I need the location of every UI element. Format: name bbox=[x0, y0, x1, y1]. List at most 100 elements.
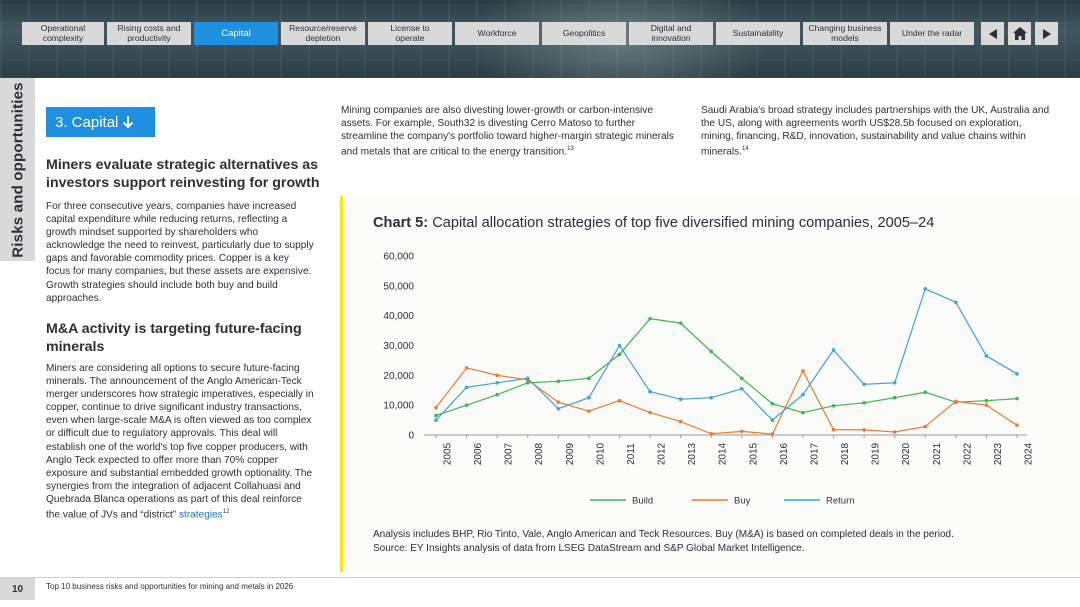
footnote-12: 12 bbox=[222, 509, 230, 516]
paragraph-saudi-text: Saudi Arabia's broad strategy includes p… bbox=[701, 105, 1050, 158]
data-point-build bbox=[587, 376, 591, 381]
x-tick-label: 2015 bbox=[748, 442, 759, 465]
data-point-buy bbox=[1015, 423, 1019, 427]
data-point-buy bbox=[434, 405, 438, 410]
data-point-buy bbox=[770, 432, 775, 436]
data-point-build bbox=[525, 380, 530, 385]
nav-tab[interactable]: Under the radar bbox=[890, 22, 974, 45]
data-point-buy bbox=[709, 432, 714, 436]
footer-rule bbox=[0, 577, 1080, 578]
x-tick-label: 2021 bbox=[932, 442, 943, 465]
footer-title: Top 10 business risks and opportunities … bbox=[46, 582, 294, 591]
data-point-buy bbox=[495, 373, 499, 378]
x-tick-label: 2014 bbox=[718, 442, 729, 465]
y-tick-label: 60,000 bbox=[383, 252, 414, 263]
x-tick-label: 2006 bbox=[473, 442, 484, 465]
data-point-return bbox=[801, 392, 805, 397]
data-point-build bbox=[984, 398, 989, 403]
x-tick-label: 2024 bbox=[1024, 442, 1035, 465]
next-arrow-icon bbox=[1042, 28, 1051, 39]
series-line-return bbox=[435, 287, 1018, 421]
nav-tab[interactable]: Capital bbox=[194, 22, 278, 45]
legend-label-build: Build bbox=[632, 496, 653, 507]
side-tab-label: Risks and opportunities bbox=[9, 81, 26, 258]
x-tick-label: 2011 bbox=[626, 443, 637, 465]
data-point-return bbox=[525, 376, 530, 381]
data-point-buy bbox=[892, 430, 897, 434]
data-point-return bbox=[1015, 372, 1019, 376]
side-section-tab[interactable]: Risks and opportunities bbox=[0, 78, 35, 261]
data-point-build bbox=[495, 392, 499, 397]
data-point-build bbox=[739, 376, 744, 381]
x-tick-label: 2009 bbox=[565, 442, 576, 465]
section-badge-label: 3. Capital bbox=[55, 113, 119, 131]
data-point-return bbox=[709, 395, 714, 400]
x-tick-label: 2019 bbox=[871, 442, 882, 465]
nav-tab[interactable]: Resource/reserve depletion bbox=[281, 22, 365, 45]
home-button[interactable] bbox=[1008, 22, 1031, 45]
y-tick-label: 0 bbox=[408, 431, 414, 442]
chart-panel: Chart 5: Capital allocation strategies o… bbox=[340, 196, 1080, 572]
data-point-build bbox=[648, 316, 652, 321]
data-point-buy bbox=[678, 419, 683, 424]
nav-tab[interactable]: Operational complexity bbox=[22, 22, 104, 45]
nav-tab[interactable]: Sustainability bbox=[716, 22, 800, 45]
prev-arrow-icon bbox=[988, 28, 997, 39]
x-tick-label: 2008 bbox=[534, 442, 545, 465]
data-point-return bbox=[617, 343, 622, 348]
data-point-buy bbox=[617, 398, 622, 403]
footnote-13: 13 bbox=[567, 146, 574, 153]
x-tick-label: 2020 bbox=[901, 442, 912, 465]
data-point-buy bbox=[801, 369, 805, 373]
data-point-build bbox=[617, 352, 622, 357]
paragraph-divesting-text: Mining companies are also divesting lowe… bbox=[341, 105, 674, 158]
data-point-buy bbox=[464, 366, 469, 370]
data-point-return bbox=[495, 380, 499, 385]
x-tick-label: 2022 bbox=[962, 442, 973, 465]
paragraph-capital-expenditure: For three consecutive years, companies h… bbox=[46, 201, 314, 304]
prev-button[interactable] bbox=[981, 22, 1004, 45]
nav-tab[interactable]: Digital and innovation bbox=[629, 22, 713, 45]
data-point-return bbox=[923, 287, 928, 291]
data-point-return bbox=[984, 354, 989, 358]
data-point-return bbox=[770, 418, 775, 422]
data-point-return bbox=[678, 397, 683, 401]
data-point-return bbox=[556, 406, 561, 411]
nav-tab[interactable]: License to operate bbox=[368, 22, 452, 45]
data-point-build bbox=[1015, 396, 1019, 401]
x-tick-label: 2012 bbox=[657, 442, 668, 465]
heading-strategic-alternatives: Miners evaluate strategic alternatives a… bbox=[46, 157, 320, 191]
legend-label-return: Return bbox=[826, 496, 855, 507]
data-point-build bbox=[923, 390, 928, 395]
data-point-buy bbox=[923, 424, 928, 429]
y-tick-label: 50,000 bbox=[383, 281, 414, 292]
nav-tab[interactable]: Geopolitics bbox=[542, 22, 626, 45]
nav-tab[interactable]: Changing business models bbox=[803, 22, 887, 45]
data-point-buy bbox=[984, 403, 989, 407]
x-tick-label: 2010 bbox=[595, 442, 606, 465]
data-point-build bbox=[434, 413, 438, 418]
x-tick-label: 2018 bbox=[840, 442, 851, 465]
data-point-buy bbox=[648, 410, 652, 415]
paragraph-saudi-arabia: Saudi Arabia's broad strategy includes p… bbox=[701, 104, 1051, 159]
data-point-return bbox=[862, 382, 866, 387]
data-point-build bbox=[770, 401, 775, 406]
nav-tab[interactable]: Rising costs and productivity bbox=[107, 22, 191, 45]
line-chart: 0 10,000 20,000 30,000 40,000 50,000 60,000 200… bbox=[383, 252, 1035, 507]
strategies-link[interactable]: strategies bbox=[178, 509, 223, 521]
x-tick-label: 2017 bbox=[809, 442, 820, 465]
footnote-14: 14 bbox=[741, 146, 749, 153]
data-point-build bbox=[709, 349, 714, 354]
next-button[interactable] bbox=[1035, 22, 1058, 45]
data-point-buy bbox=[587, 409, 591, 413]
data-point-return bbox=[831, 348, 836, 352]
chart-note-source: Source: EY Insights analysis of data fro… bbox=[373, 542, 805, 554]
nav-tab[interactable]: Workforce bbox=[455, 22, 539, 45]
page-number: 10 bbox=[0, 578, 35, 600]
data-point-buy bbox=[556, 400, 561, 404]
arrow-down-icon bbox=[123, 116, 134, 129]
y-tick-label: 40,000 bbox=[383, 311, 414, 322]
data-point-return bbox=[587, 395, 591, 400]
x-tick-label: 2007 bbox=[504, 442, 515, 465]
section-nav: Operational complexity Rising costs and p… bbox=[22, 22, 974, 45]
